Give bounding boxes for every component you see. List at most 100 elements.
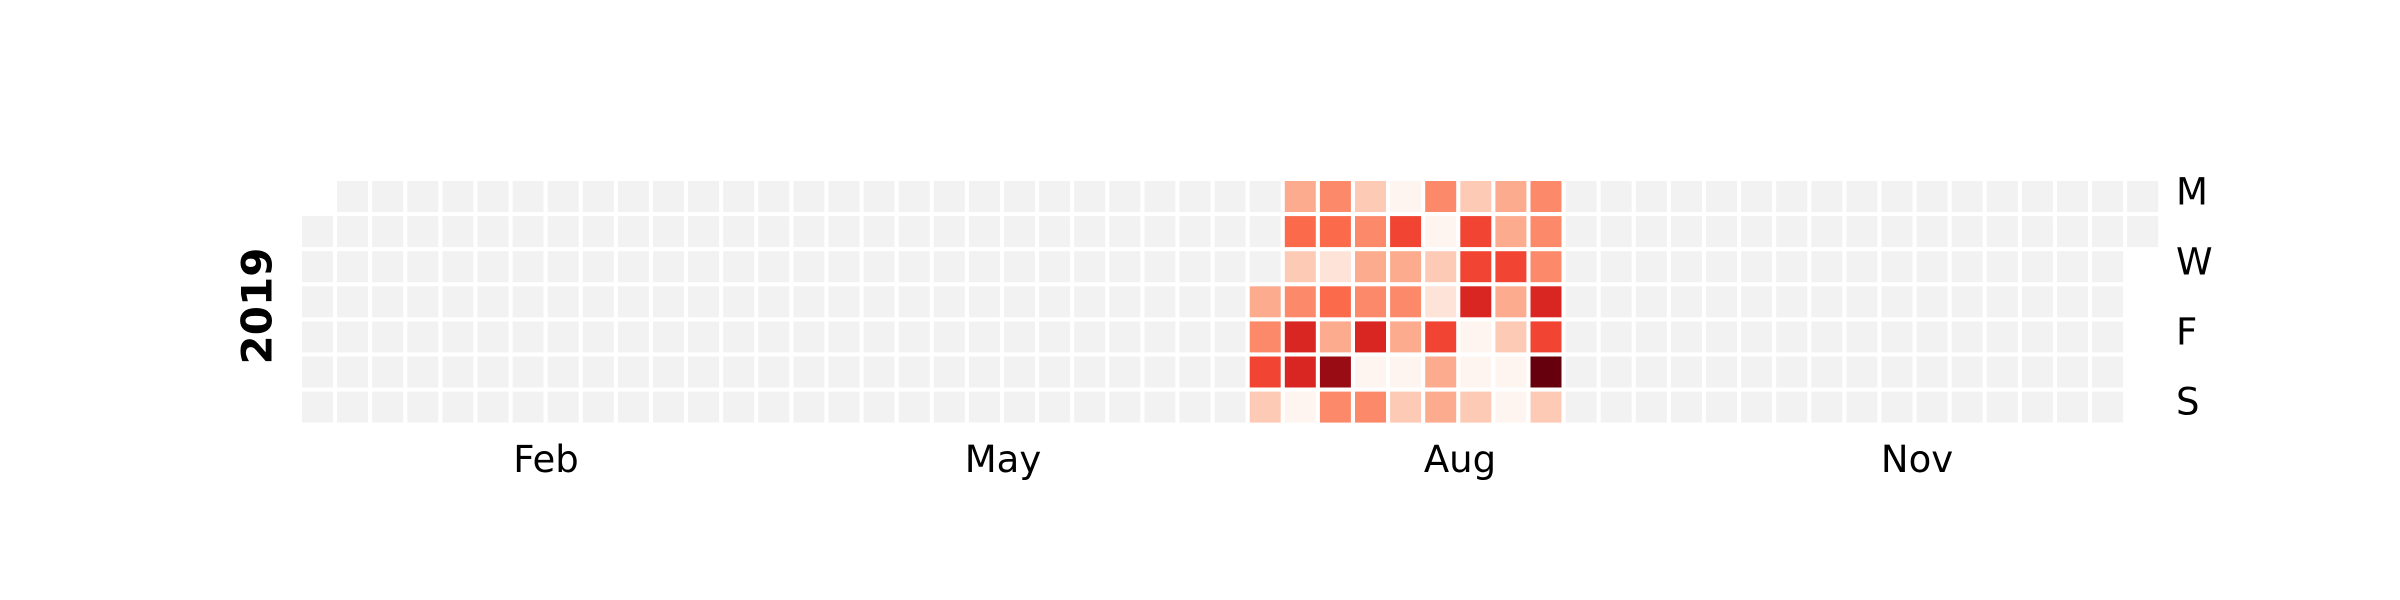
day-cell	[1284, 286, 1316, 318]
day-cell	[1986, 286, 2018, 318]
day-cell	[1741, 321, 1773, 353]
day-cell	[1530, 356, 1562, 388]
day-cell	[1670, 321, 1702, 353]
day-cell	[863, 181, 895, 212]
day-cell	[582, 391, 614, 423]
day-cell	[1600, 216, 1632, 248]
day-cell	[2057, 216, 2088, 248]
day-cell	[372, 356, 404, 388]
day-cell	[1916, 181, 1948, 212]
day-cell	[582, 286, 614, 318]
day-cell	[1249, 356, 1281, 388]
day-cell	[1670, 251, 1702, 283]
day-cell	[477, 181, 509, 212]
day-cell	[1635, 251, 1667, 283]
day-cell	[1214, 181, 1246, 212]
day-cell	[2092, 216, 2124, 248]
day-cell	[1425, 251, 1457, 283]
day-cell	[1565, 251, 1597, 283]
day-cell	[2057, 286, 2088, 318]
day-cell	[688, 321, 720, 353]
day-cell	[1881, 286, 1913, 318]
day-cell	[1284, 356, 1316, 388]
day-cell	[547, 356, 579, 388]
day-cell	[512, 391, 544, 423]
day-cell	[337, 321, 369, 353]
day-cell	[1635, 286, 1667, 318]
day-cell	[1460, 286, 1492, 318]
day-cell	[1039, 181, 1071, 212]
year-label: 2019	[233, 248, 282, 365]
day-cell	[1600, 356, 1632, 388]
day-cell	[1916, 216, 1948, 248]
day-cell	[863, 321, 895, 353]
day-cell	[2021, 286, 2053, 318]
month-labels: Feb May Aug Nov	[513, 438, 1953, 481]
day-cell	[1706, 321, 1737, 353]
day-cell	[1881, 251, 1913, 283]
day-cell	[1249, 286, 1281, 318]
day-cell	[442, 356, 474, 388]
day-cell	[477, 286, 509, 318]
day-cell	[442, 286, 474, 318]
day-cell	[1495, 356, 1527, 388]
day-cell	[407, 356, 439, 388]
day-cell	[407, 181, 439, 212]
day-cell	[1846, 181, 1878, 212]
month-label: Nov	[1881, 438, 1953, 481]
day-cell	[653, 181, 684, 212]
day-cell	[968, 216, 1000, 248]
day-cell	[863, 251, 895, 283]
day-cell	[1881, 356, 1913, 388]
day-cell	[1565, 391, 1597, 423]
day-cell	[2092, 321, 2124, 353]
day-cell	[1284, 181, 1316, 212]
day-cell	[1951, 356, 1983, 388]
day-cell	[547, 391, 579, 423]
day-cell	[337, 286, 369, 318]
day-cell	[2021, 251, 2053, 283]
month-label: May	[965, 438, 1042, 481]
day-cell	[688, 391, 720, 423]
day-cell	[1776, 356, 1808, 388]
day-cell	[337, 216, 369, 248]
day-cell	[1670, 286, 1702, 318]
day-cell	[442, 251, 474, 283]
day-cell	[793, 356, 825, 388]
day-cell	[863, 356, 895, 388]
day-cell	[477, 321, 509, 353]
day-cell	[1004, 391, 1035, 423]
day-cell	[1179, 391, 1211, 423]
day-cell	[1635, 181, 1667, 212]
day-cell	[512, 321, 544, 353]
day-cell	[1390, 391, 1422, 423]
day-cell	[1776, 181, 1808, 212]
day-cell	[1670, 216, 1702, 248]
day-cell	[1390, 286, 1422, 318]
day-cell	[1565, 356, 1597, 388]
day-cell	[2057, 391, 2088, 423]
day-cell	[1951, 216, 1983, 248]
day-cell	[1460, 181, 1492, 212]
day-cell	[1319, 286, 1351, 318]
weekday-label: W	[2176, 241, 2213, 284]
day-cell	[1179, 286, 1211, 318]
day-cell	[617, 181, 649, 212]
day-cell	[688, 216, 720, 248]
day-cell	[337, 251, 369, 283]
day-cell	[1706, 391, 1737, 423]
day-cell	[372, 321, 404, 353]
day-cell	[1425, 216, 1457, 248]
day-cell	[1214, 286, 1246, 318]
day-cell	[547, 216, 579, 248]
day-cell	[828, 356, 860, 388]
day-cell	[1144, 251, 1176, 283]
day-cell	[2021, 391, 2053, 423]
day-cell	[1495, 216, 1527, 248]
day-cell	[1074, 181, 1106, 212]
day-cell	[653, 286, 684, 318]
day-cell	[1986, 251, 2018, 283]
day-cell	[1425, 356, 1457, 388]
day-cell	[1109, 181, 1141, 212]
